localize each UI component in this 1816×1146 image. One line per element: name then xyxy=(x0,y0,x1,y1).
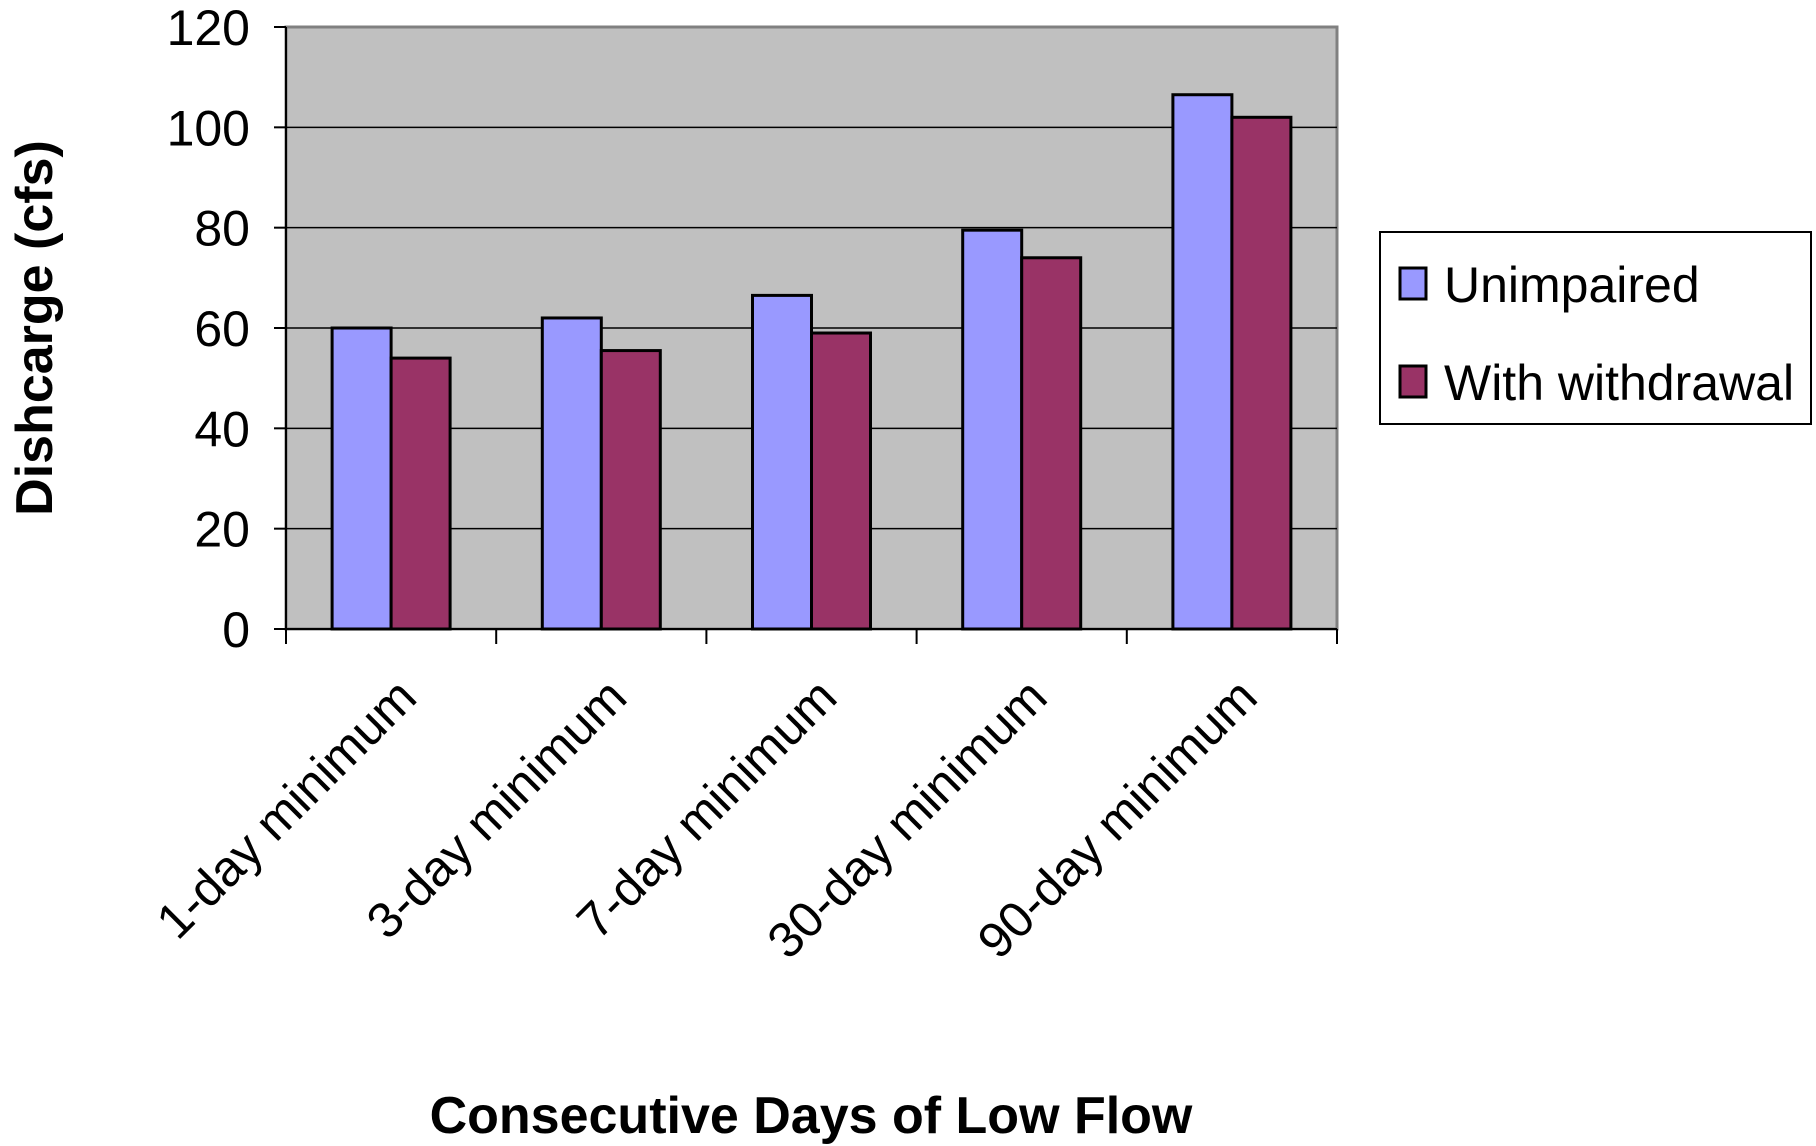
y-tick-label: 120 xyxy=(167,0,250,56)
bar-unimpaired xyxy=(1171,93,1234,631)
y-tick-labels: 0 20 40 60 80 100 120 xyxy=(167,0,250,658)
legend-label-with-withdrawal: With withdrawal xyxy=(1444,355,1794,411)
axes xyxy=(274,26,1338,644)
bar-unimpaired xyxy=(330,326,393,631)
y-tick-label: 0 xyxy=(222,602,250,658)
y-tick-label: 20 xyxy=(194,502,250,558)
y-tick-label: 80 xyxy=(194,201,250,257)
bar-with-withdrawal xyxy=(389,356,452,631)
bar-unimpaired xyxy=(961,228,1024,631)
bar-unimpaired xyxy=(751,293,813,631)
y-axis-title: Dishcarge (cfs) xyxy=(6,140,64,516)
legend-swatch-unimpaired xyxy=(1398,266,1428,301)
bars xyxy=(330,93,1293,631)
bar-with-withdrawal xyxy=(810,331,872,631)
legend-label-unimpaired: Unimpaired xyxy=(1444,257,1700,313)
x-axis-title: Consecutive Days of Low Flow xyxy=(430,1087,1193,1145)
legend-swatch-with-withdrawal xyxy=(1398,364,1428,399)
bar-with-withdrawal xyxy=(1020,256,1083,631)
y-tick-label: 40 xyxy=(194,401,250,457)
legend-box xyxy=(1379,231,1812,425)
y-tick-label: 100 xyxy=(167,100,250,156)
legend: Unimpaired With withdrawal xyxy=(1379,231,1812,425)
y-tick-label: 60 xyxy=(194,301,250,357)
bar-unimpaired xyxy=(540,316,603,631)
bar-with-withdrawal xyxy=(1230,115,1293,631)
bar-with-withdrawal xyxy=(599,349,662,631)
